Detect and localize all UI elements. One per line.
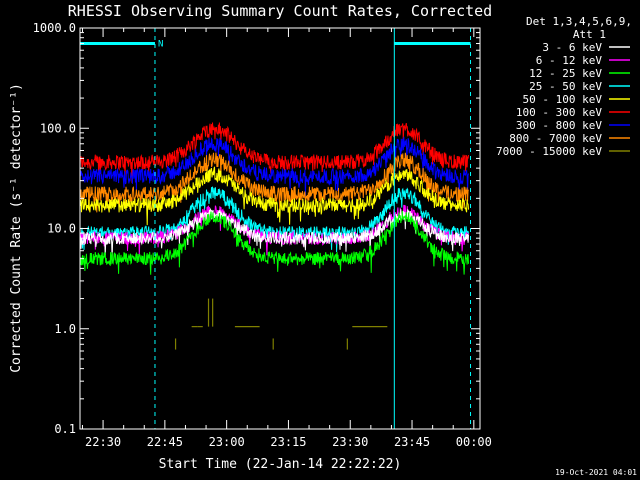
legend-header-line-1: Det 1,3,4,5,6,9, xyxy=(526,15,632,28)
legend-entry-label: 25 - 50 keV xyxy=(529,80,602,93)
x-axis-label: Start Time (22-Jan-14 22:22:22) xyxy=(159,457,402,472)
legend-header-line-2: Att 1 xyxy=(573,28,606,41)
x-tick-label: 00:00 xyxy=(456,435,492,449)
night-layer: N xyxy=(80,40,471,50)
y-axis-label: Corrected Count Rate (s⁻¹ detector⁻¹) xyxy=(9,83,24,373)
series-line xyxy=(79,207,469,259)
y-tick-label: 10.0 xyxy=(47,222,76,236)
legend-entry-label: 7000 - 15000 keV xyxy=(496,145,602,158)
x-tick-label: 23:00 xyxy=(209,435,245,449)
x-tick-label: 22:45 xyxy=(147,435,183,449)
footer-date: 19-Oct-2021 04:01 xyxy=(555,468,637,477)
legend-entry-label: 6 - 12 keV xyxy=(536,54,603,67)
legend-entry-label: 3 - 6 keV xyxy=(542,41,602,54)
y-tick-label: 100.0 xyxy=(40,121,76,135)
series-line xyxy=(79,186,469,253)
vline-layer xyxy=(79,28,472,429)
series-line xyxy=(79,152,469,213)
series-line xyxy=(79,166,469,226)
series-line xyxy=(80,136,469,197)
x-tick-label: 23:30 xyxy=(332,435,368,449)
legend-entry-label: 100 - 300 keV xyxy=(516,106,602,119)
ticks-layer: 0.1 1.0 10.0 100.0 1000.0 22:30 22:45 23:00 23:1… xyxy=(33,21,492,449)
night-label: N xyxy=(158,40,163,50)
legend-entry-label: 300 - 800 keV xyxy=(516,119,602,132)
x-tick-label: 22:30 xyxy=(85,435,121,449)
y-tick-label: 1000.0 xyxy=(33,21,76,35)
legend-entry-label: 12 - 25 keV xyxy=(529,67,602,80)
y-tick-label: 1.0 xyxy=(54,322,76,336)
series-line xyxy=(79,204,469,256)
legend-entry-label: 50 - 100 keV xyxy=(523,93,603,106)
y-tick-label: 0.1 xyxy=(54,422,76,436)
legend-entry-label: 800 - 7000 keV xyxy=(509,132,602,145)
chart-title: RHESSI Observing Summary Count Rates, Co… xyxy=(68,2,492,20)
plot-area: N 0.1 1.0 10.0 100.0 1000.0 22:30 22:45 23:00 23… xyxy=(33,21,492,449)
series-line xyxy=(79,122,469,183)
series-layer xyxy=(79,122,469,350)
x-tick-label: 23:45 xyxy=(394,435,430,449)
series-line xyxy=(79,210,469,275)
x-tick-label: 23:15 xyxy=(270,435,306,449)
